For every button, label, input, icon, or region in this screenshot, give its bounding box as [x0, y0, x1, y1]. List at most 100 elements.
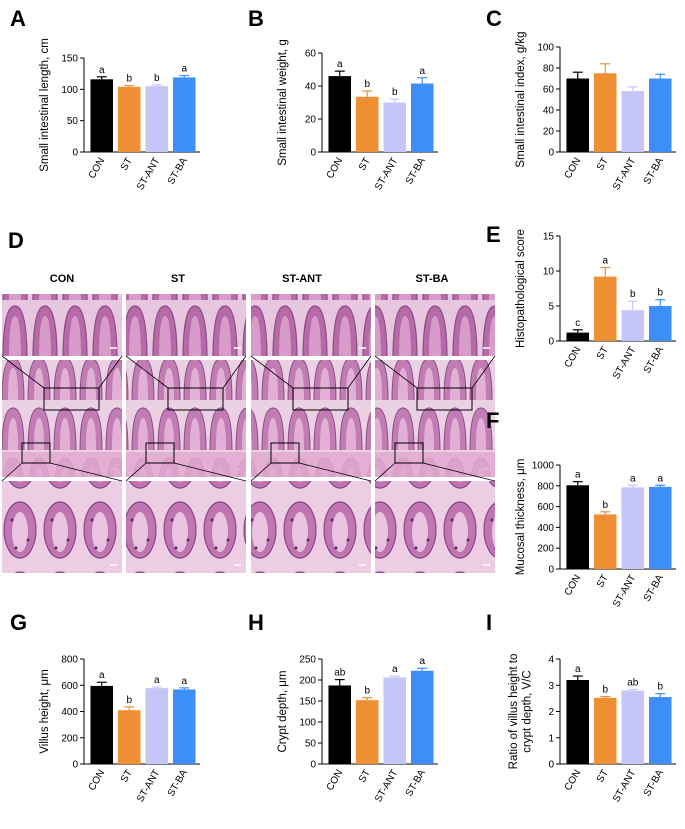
bar-con: [566, 78, 590, 152]
significance-letter: b: [154, 73, 160, 84]
bar-st-ant: [621, 487, 645, 569]
zoom-connector: [222, 355, 247, 389]
significance-letter: ab: [627, 677, 639, 688]
y-tick-label: 50: [67, 116, 79, 127]
bar-con: [566, 332, 590, 341]
bar-st-ba: [410, 670, 434, 764]
micrograph-st-ant-row3: [251, 481, 371, 573]
y-axis-label: Villus height, μm: [39, 669, 51, 753]
x-tick-label: CON: [87, 156, 108, 181]
bar-st: [117, 710, 141, 764]
y-tick-label: 1: [548, 733, 554, 744]
zoom-connector: [250, 355, 294, 389]
y-tick-label: 400: [537, 523, 554, 534]
x-tick-label: ST-BA: [404, 768, 428, 799]
significance-letter: b: [602, 685, 608, 696]
significance-letter: a: [337, 59, 343, 70]
x-tick-label: ST-ANT: [611, 156, 638, 192]
bar-con: [328, 76, 352, 152]
y-tick-label: 2: [548, 707, 554, 718]
significance-letter: a: [99, 65, 105, 76]
y-tick-label: 150: [299, 697, 316, 708]
significance-letter: b: [126, 695, 132, 706]
y-tick-label: 0: [548, 760, 554, 771]
y-tick-label: 150: [61, 54, 78, 65]
y-tick-label: 60: [305, 49, 317, 60]
x-tick-label: ST-ANT: [373, 768, 400, 804]
histology-column-header: ST: [171, 273, 185, 285]
y-tick-label: 20: [305, 115, 317, 126]
zoom-connector: [1, 462, 23, 482]
significance-letter: a: [99, 670, 105, 681]
x-tick-label: CON: [563, 345, 584, 370]
significance-letter: b: [364, 686, 370, 697]
bar-st-ba: [172, 689, 196, 764]
significance-letter: a: [602, 256, 608, 267]
x-tick-label: ST: [357, 768, 373, 785]
x-tick-label: ST-BA: [166, 768, 190, 799]
zoom-connector: [250, 462, 272, 482]
y-tick-label: 15: [543, 232, 555, 243]
x-tick-label: ST-BA: [642, 345, 666, 376]
panel-letter-G: G: [10, 610, 27, 635]
y-axis-label: Crypt depth, μm: [277, 670, 289, 752]
x-tick-label: ST-ANT: [611, 573, 638, 609]
micrograph-st-row1: [126, 294, 246, 356]
zoom-box-upper: [416, 387, 473, 411]
bar-st: [593, 73, 617, 152]
y-tick-label: 20: [543, 127, 555, 138]
x-tick-label: CON: [563, 573, 584, 598]
bar-st: [355, 700, 379, 764]
chart-panel-C: C 0 20 40 60 80 100 Small intestinal index, g/k…: [486, 6, 676, 192]
bar-con: [90, 79, 114, 152]
significance-letter: a: [181, 676, 187, 687]
zoom-connector: [1, 355, 45, 389]
y-tick-label: 4: [548, 655, 554, 666]
micrograph-st-row3: [126, 481, 246, 573]
panel-letter-E: E: [486, 222, 501, 247]
bar-st-ba: [410, 83, 434, 152]
significance-letter: a: [630, 473, 636, 484]
x-tick-label: ST: [595, 156, 611, 173]
x-tick-label: CON: [87, 768, 108, 793]
bar-st-ba: [172, 77, 196, 152]
micrograph-st-ant-row1: [251, 294, 371, 356]
significance-letter: ab: [334, 668, 346, 679]
x-tick-label: ST-BA: [166, 156, 190, 187]
significance-letter: b: [657, 288, 663, 299]
zoom-box-upper: [292, 387, 349, 411]
y-tick-label: 40: [543, 106, 555, 117]
y-tick-label: 0: [548, 565, 554, 576]
chart-panel-I: I 0 1 2 3 4 Ratio of villus height to crypt dep…: [486, 610, 676, 804]
y-tick-label: 100: [61, 85, 78, 96]
y-tick-label: 100: [537, 43, 554, 54]
histology-column-header: ST-ANT: [282, 273, 322, 285]
chart-panel-E: E 0 5 10 15 Histopathological score c CON a ST b ST…: [486, 222, 676, 381]
histology-panel: D CON ST ST-ANT ST-BA: [1, 228, 496, 573]
panel-letter-A: A: [10, 6, 26, 31]
significance-letter: a: [575, 470, 581, 481]
bar-st-ant: [621, 690, 645, 764]
zoom-box-upper: [43, 387, 100, 411]
bar-con: [90, 685, 114, 764]
bar-st-ant: [383, 102, 407, 152]
x-tick-label: ST: [357, 156, 373, 173]
significance-letter: b: [602, 500, 608, 511]
x-tick-label: CON: [563, 156, 584, 181]
significance-letter: b: [630, 289, 636, 300]
bar-st: [593, 276, 617, 341]
x-tick-label: ST-BA: [642, 573, 666, 604]
bar-st-ba: [648, 486, 672, 569]
x-tick-label: ST-ANT: [611, 345, 638, 381]
zoom-connector: [173, 462, 247, 482]
y-tick-label: 200: [61, 733, 78, 744]
zoom-connector: [49, 462, 123, 482]
zoom-connector: [125, 462, 147, 482]
x-tick-label: ST: [119, 768, 135, 785]
bar-st: [355, 96, 379, 152]
zoom-connector: [98, 355, 123, 389]
y-tick-label: 0: [310, 148, 316, 159]
zoom-connector: [374, 462, 396, 482]
panel-letter-F: F: [486, 408, 499, 433]
zoom-box-lower: [145, 442, 175, 464]
